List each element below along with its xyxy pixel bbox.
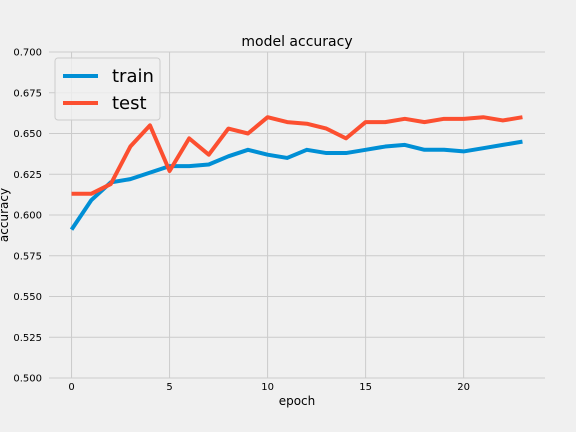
y-tick-label: 0.525	[13, 333, 42, 344]
y-axis-ticks: 0.500 0.525 0.550 0.575 0.600 0.625 0.650 0.675…	[13, 48, 42, 385]
x-tick-label: 0	[68, 382, 74, 393]
y-tick-label: 0.500	[13, 374, 42, 385]
y-tick-label: 0.675	[13, 88, 42, 99]
y-tick-label: 0.600	[13, 211, 42, 222]
y-tick-label: 0.650	[13, 129, 42, 140]
y-axis-label: accuracy	[0, 188, 11, 242]
y-tick-label: 0.550	[13, 292, 42, 303]
x-tick-label: 20	[457, 382, 470, 393]
x-axis-label: epoch	[279, 394, 316, 408]
x-tick-label: 10	[261, 382, 274, 393]
chart-title: model accuracy	[241, 34, 352, 50]
legend-label-test: test	[112, 93, 147, 114]
legend-label-train: train	[112, 66, 154, 87]
x-tick-label: 15	[359, 382, 372, 393]
x-tick-label: 5	[166, 382, 172, 393]
y-tick-label: 0.625	[13, 170, 42, 181]
y-tick-label: 0.575	[13, 251, 42, 262]
legend: train test	[55, 58, 160, 120]
y-tick-label: 0.700	[13, 48, 42, 59]
